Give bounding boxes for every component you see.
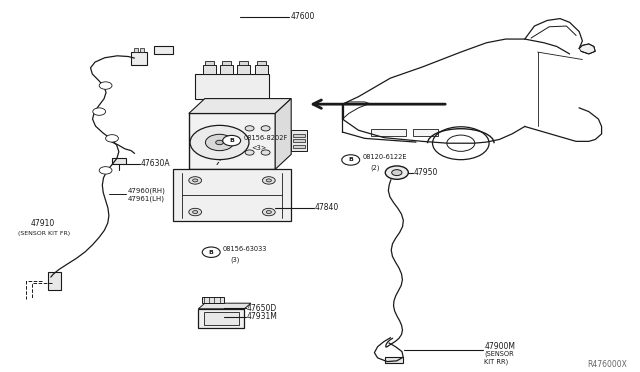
Text: 08156-63033: 08156-63033 [223,246,267,252]
Bar [204,312,239,325]
Circle shape [189,208,202,216]
Circle shape [223,135,241,146]
Circle shape [392,170,402,176]
Bar [255,65,268,74]
Bar [140,48,144,52]
Bar [222,61,231,65]
Circle shape [261,126,270,131]
Circle shape [262,177,275,184]
Circle shape [216,140,223,145]
Bar [293,139,305,142]
Circle shape [93,108,106,115]
Text: 47961(LH): 47961(LH) [127,195,164,202]
Circle shape [106,135,118,142]
Bar [202,297,224,303]
Bar [237,65,250,74]
Circle shape [262,208,275,216]
Text: 47600: 47600 [291,12,315,21]
Bar [371,129,406,136]
Text: 47650D: 47650D [247,304,277,312]
Text: 47960(RH): 47960(RH) [127,188,165,195]
Text: (SENSOR KIT FR): (SENSOR KIT FR) [18,231,70,236]
Bar [220,65,233,74]
Polygon shape [579,44,595,54]
Bar [131,52,147,65]
Text: 47840: 47840 [315,203,339,212]
Text: 47950: 47950 [414,168,438,177]
Polygon shape [275,99,291,169]
Polygon shape [198,303,251,309]
Bar [189,113,275,169]
Text: 47630A: 47630A [141,159,170,168]
Circle shape [266,179,271,182]
Circle shape [245,126,254,131]
Bar [239,61,248,65]
Text: 47910: 47910 [31,219,55,228]
Bar [257,61,266,65]
Text: (2): (2) [370,164,380,171]
Circle shape [99,82,112,89]
Circle shape [385,166,408,179]
Text: B: B [348,157,353,163]
Circle shape [245,150,254,155]
Bar [203,65,216,74]
Bar [293,145,305,148]
Text: KIT RR): KIT RR) [484,358,509,365]
Text: 08156-8202F: 08156-8202F [243,135,287,141]
Bar [293,134,305,137]
Text: 47900M: 47900M [484,342,515,351]
Bar [154,46,173,54]
Text: <3>: <3> [251,145,266,151]
Bar [173,169,291,221]
Text: B: B [209,250,214,255]
Text: (SENSOR: (SENSOR [484,351,514,357]
Bar [195,74,269,99]
Bar [205,61,214,65]
Bar [291,130,307,151]
Circle shape [342,155,360,165]
Text: B: B [229,138,234,143]
Polygon shape [189,99,291,113]
Text: (3): (3) [230,256,240,263]
Text: R476000X: R476000X [588,360,627,369]
Circle shape [266,211,271,214]
Bar [385,357,403,363]
Bar [198,309,244,328]
Bar [48,272,61,290]
Circle shape [193,211,198,214]
Circle shape [189,177,202,184]
Circle shape [205,134,234,151]
Bar [134,48,138,52]
Circle shape [99,167,112,174]
Circle shape [202,247,220,257]
Circle shape [193,179,198,182]
Bar [112,158,126,164]
Circle shape [261,150,270,155]
Text: 08120-6122E: 08120-6122E [362,154,407,160]
Bar [413,129,438,136]
Circle shape [190,125,249,160]
Text: 47931M: 47931M [247,312,278,321]
